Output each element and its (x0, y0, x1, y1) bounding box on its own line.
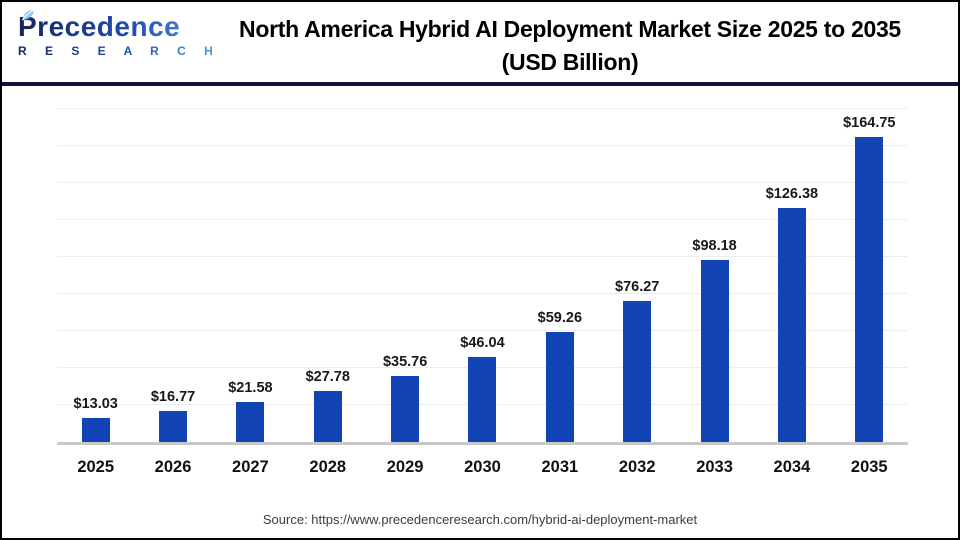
gridline (57, 256, 908, 257)
bar-value-label: $126.38 (765, 186, 819, 203)
bar (623, 300, 652, 442)
bar-value-label: $21.58 (228, 380, 273, 397)
logo-subtitle: R E S E A R C H (18, 44, 221, 58)
plot-area: $13.03 $16.77 $21.58 $27.78 $35.76 $46.04 $59.… (57, 92, 908, 445)
header: Precedence R E S E A R C H North America… (2, 2, 958, 82)
x-tick-label: 2033 (696, 458, 733, 476)
bar-column: $126.38 (753, 92, 830, 442)
bar (777, 208, 806, 442)
gridline (57, 330, 908, 331)
bar-value-label: $46.04 (460, 334, 505, 351)
x-tick-label: 2032 (618, 458, 656, 476)
bar-column: $59.26 (521, 92, 598, 442)
x-axis-labels: 2025 2026 2027 2028 2029 2030 2031 2032 2033 2034… (57, 445, 908, 477)
bar-chart: $13.03 $16.77 $21.58 $27.78 $35.76 $46.04 $59.… (57, 92, 908, 477)
x-tick-label: 2035 (850, 458, 888, 476)
bar-column: $27.78 (289, 92, 366, 442)
precedence-research-logo: Precedence R E S E A R C H (18, 9, 221, 58)
bar-column: $35.76 (366, 92, 443, 442)
gridline (57, 293, 908, 294)
bar (81, 417, 110, 442)
bar-column: $76.27 (599, 92, 676, 442)
x-tick-label: 2034 (773, 458, 811, 476)
gridline (57, 108, 908, 109)
chart-title-line1: North America Hybrid AI Deployment Marke… (239, 16, 901, 42)
bar (391, 375, 420, 442)
logo-wordmark: Precedence (18, 13, 220, 41)
x-tick-label: 2029 (386, 458, 424, 476)
bar-value-label: $164.75 (843, 115, 896, 132)
bar (700, 260, 729, 442)
x-tick-label: 2025 (77, 458, 115, 476)
bar-value-label: $76.27 (615, 278, 660, 295)
bar (855, 137, 884, 442)
x-tick-label: 2031 (541, 458, 579, 476)
bar (468, 356, 497, 442)
bar-value-label: $59.26 (537, 310, 583, 327)
chart-title: North America Hybrid AI Deployment Marke… (192, 13, 948, 79)
header-separator (2, 82, 958, 86)
bar-value-label: $27.78 (305, 368, 350, 385)
gridline (57, 219, 908, 220)
bar (545, 332, 574, 442)
x-tick-label: 2026 (154, 458, 192, 476)
bar-column: $13.03 (57, 92, 134, 442)
x-tick-label: 2030 (464, 458, 501, 476)
gridline (57, 182, 908, 183)
gridline (57, 145, 908, 146)
x-tick-label: 2028 (309, 458, 347, 476)
leaf-icon (21, 9, 35, 21)
bar-column: $164.75 (831, 92, 908, 442)
bar-column: $21.58 (212, 92, 289, 442)
bar-column: $16.77 (134, 92, 211, 442)
bar (236, 402, 265, 442)
bar (159, 410, 188, 442)
bar-value-label: $13.03 (73, 395, 118, 412)
bars-container: $13.03 $16.77 $21.58 $27.78 $35.76 $46.04 $59.… (57, 92, 908, 442)
chart-title-line2: (USD Billion) (501, 49, 639, 75)
source-note: Source: https://www.precedenceresearch.c… (262, 512, 698, 527)
bar-value-label: $16.77 (150, 388, 196, 405)
bar-value-label: $98.18 (692, 238, 737, 255)
bar-value-label: $35.76 (382, 353, 428, 370)
bar-column: $98.18 (676, 92, 753, 442)
bar (313, 390, 342, 442)
x-tick-label: 2027 (232, 458, 269, 476)
bar-column: $46.04 (444, 92, 521, 442)
